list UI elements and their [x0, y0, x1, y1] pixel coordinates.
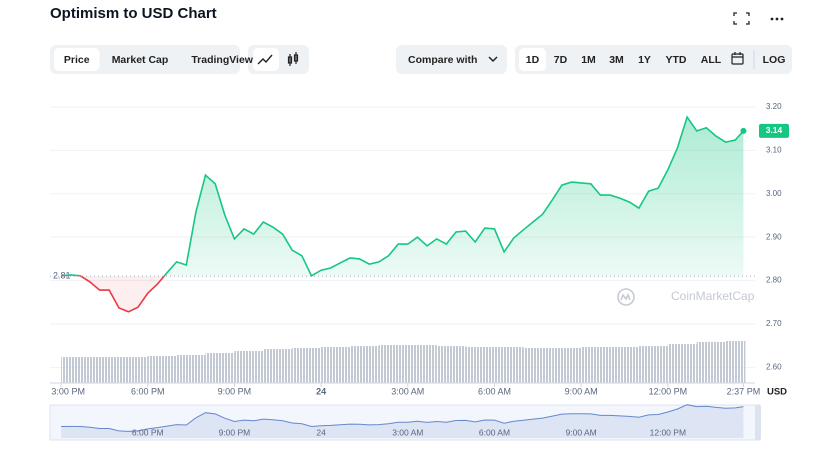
x-tick-label: 3:00 PM [51, 386, 85, 396]
volume-bar [407, 345, 437, 383]
range-button[interactable]: 3M [609, 54, 624, 66]
volume-bar [350, 346, 379, 383]
line-icon [257, 54, 273, 65]
tab[interactable]: TradingView [191, 54, 253, 66]
volume-bar [321, 347, 351, 383]
volume-bar [523, 348, 553, 383]
price-line-up [61, 115, 744, 277]
volume-bar [263, 349, 293, 383]
volume-bar [725, 341, 746, 383]
volume-bar [667, 344, 697, 383]
navigator-line [61, 404, 744, 432]
tab[interactable]: Market Cap [112, 54, 169, 66]
y-tick-label: 3.20 [766, 102, 782, 111]
volume-bar [234, 351, 264, 383]
y-tick-label: 2.90 [766, 232, 782, 241]
volume-bar [696, 342, 726, 383]
range-button[interactable]: YTD [666, 54, 687, 66]
compare-button[interactable] [396, 45, 507, 74]
range-button[interactable]: 1M [581, 54, 596, 66]
navigator-label: 12:00 PM [650, 427, 686, 437]
navigator-label: 24 [316, 427, 326, 437]
x-tick-label: 6:00 AM [478, 386, 511, 396]
navigator-label: 3:00 AM [392, 427, 423, 437]
volume-bar [205, 353, 235, 383]
x-tick-label: 3:00 AM [391, 386, 424, 396]
volume-bar [610, 347, 639, 383]
navigator-label: 6:00 AM [479, 427, 510, 437]
volume-bar [118, 357, 148, 383]
chevron [488, 56, 498, 63]
tab[interactable]: Price [64, 54, 90, 66]
x-tick-label: 6:00 PM [131, 386, 165, 396]
y-tick-label: 2.70 [766, 319, 782, 328]
navigator-label: 6:00 PM [132, 427, 164, 437]
more-icon[interactable] [770, 17, 784, 21]
range-button[interactable]: 7D [554, 54, 568, 66]
x-tick-label: 12:00 PM [649, 386, 688, 396]
x-tick-label: 24 [316, 386, 326, 396]
volume-bar [147, 356, 177, 383]
y-tick-label: 2.80 [766, 276, 782, 285]
axis-unit: USD [767, 387, 787, 398]
x-tick-label: 9:00 AM [565, 386, 598, 396]
volume-bar [176, 355, 206, 383]
log-button[interactable]: LOG [763, 54, 786, 66]
price-tag-label: 3.14 [766, 125, 783, 135]
navigator-label: 9:00 PM [219, 427, 251, 437]
navigator-handle[interactable] [755, 405, 761, 440]
area-up [61, 117, 744, 277]
range-button[interactable]: 1Y [638, 54, 651, 66]
volume-bar [436, 346, 466, 383]
range-button[interactable]: ALL [701, 54, 722, 66]
range-button[interactable]: 1D [526, 54, 540, 66]
volume-bar [638, 346, 668, 383]
candle-icon[interactable] [287, 52, 299, 66]
y-tick-label: 3.00 [766, 189, 782, 198]
range-active [519, 48, 546, 71]
line-type-button[interactable] [253, 48, 279, 71]
range-group [515, 45, 792, 74]
watermark: CoinMarketCap [671, 289, 755, 303]
volume-bar [378, 345, 408, 383]
price-tag [759, 123, 789, 138]
volume-bar [581, 347, 611, 383]
tab-active [54, 48, 100, 71]
title: Optimism to USD Chart [50, 5, 217, 22]
last-point [740, 127, 747, 134]
compare-label: Compare with [408, 54, 477, 66]
y-tick-label: 2.60 [766, 362, 782, 371]
x-tick-label: 2:37 PM [727, 386, 761, 396]
volume-bar [61, 357, 90, 383]
watermark-logo [617, 288, 635, 306]
x-tick-label: 9:00 PM [218, 386, 252, 396]
fullscreen-icon[interactable] [733, 12, 750, 25]
navigator-label: 9:00 AM [566, 427, 597, 437]
navigator-area [61, 404, 744, 438]
calendar-icon[interactable] [731, 52, 744, 65]
volume-bar [89, 357, 119, 383]
volume-bar [494, 347, 524, 383]
area-down [80, 276, 165, 312]
volume-bar [465, 347, 495, 383]
volume-bar [292, 348, 322, 383]
y-tick-label: 3.10 [766, 145, 782, 154]
volume-bar [552, 348, 582, 383]
